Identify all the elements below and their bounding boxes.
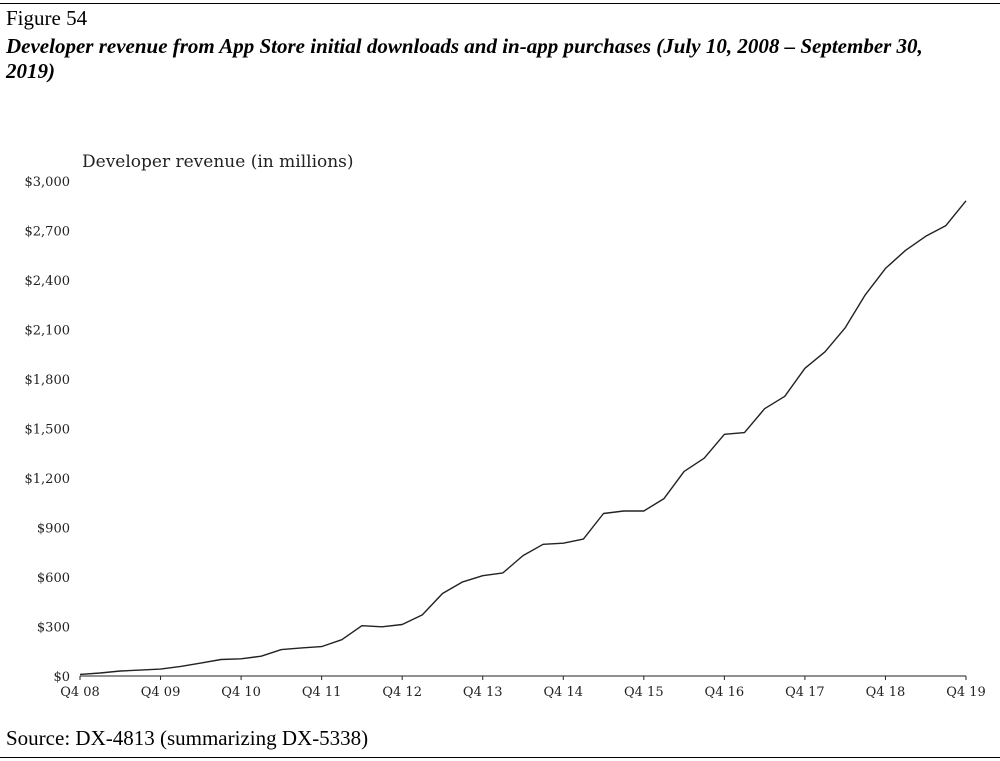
y-axis: $0 $300 $600 $900 $1,200 $1,500 $1,800 $2,100 $2… — [25, 175, 71, 685]
x-tick-label: Q4 08 — [60, 685, 100, 700]
x-axis: Q4 08 Q4 09 Q4 10 Q4 11 Q4 12 Q4 13 Q4 14 Q4 15… — [60, 676, 986, 700]
x-tick-label: Q4 12 — [382, 685, 422, 700]
y-axis-label: Developer revenue (in millions) — [82, 152, 354, 172]
x-tick-label: Q4 17 — [785, 685, 825, 700]
figure-label: Figure 54 — [6, 6, 88, 30]
x-tick-label: Q4 15 — [624, 685, 664, 700]
y-tick-label: $600 — [37, 571, 70, 586]
y-tick-label: $900 — [37, 522, 70, 537]
y-tick-label: $3,000 — [25, 175, 71, 190]
figure-title: Developer revenue from App Store initial… — [6, 34, 923, 83]
series-group — [79, 200, 967, 676]
y-tick-label: $300 — [37, 621, 70, 636]
y-tick-label: $1,200 — [25, 472, 71, 487]
x-tick-label: Q4 19 — [946, 685, 986, 700]
y-tick-label: $2,400 — [25, 274, 71, 289]
y-tick-label: $1,500 — [25, 423, 71, 438]
source-note: Source: DX-4813 (summarizing DX-5338) — [6, 726, 369, 750]
series-line — [79, 200, 967, 676]
y-tick-label: $1,800 — [25, 373, 71, 388]
x-tick-label: Q4 13 — [463, 685, 503, 700]
x-tick-label: Q4 16 — [705, 685, 745, 700]
x-tick-label: Q4 14 — [543, 685, 583, 700]
x-tick-label: Q4 09 — [141, 685, 181, 700]
y-tick-label: $0 — [53, 670, 70, 685]
bottom-rule — [0, 757, 1000, 758]
x-tick-label: Q4 11 — [302, 685, 342, 700]
y-tick-label: $2,100 — [25, 324, 71, 339]
x-tick-label: Q4 10 — [221, 685, 261, 700]
top-rule — [0, 3, 1000, 4]
x-tick-label: Q4 18 — [866, 685, 906, 700]
line-chart: Developer revenue (in millions) $0 $300 $6… — [25, 152, 986, 700]
y-tick-label: $2,700 — [25, 225, 71, 240]
